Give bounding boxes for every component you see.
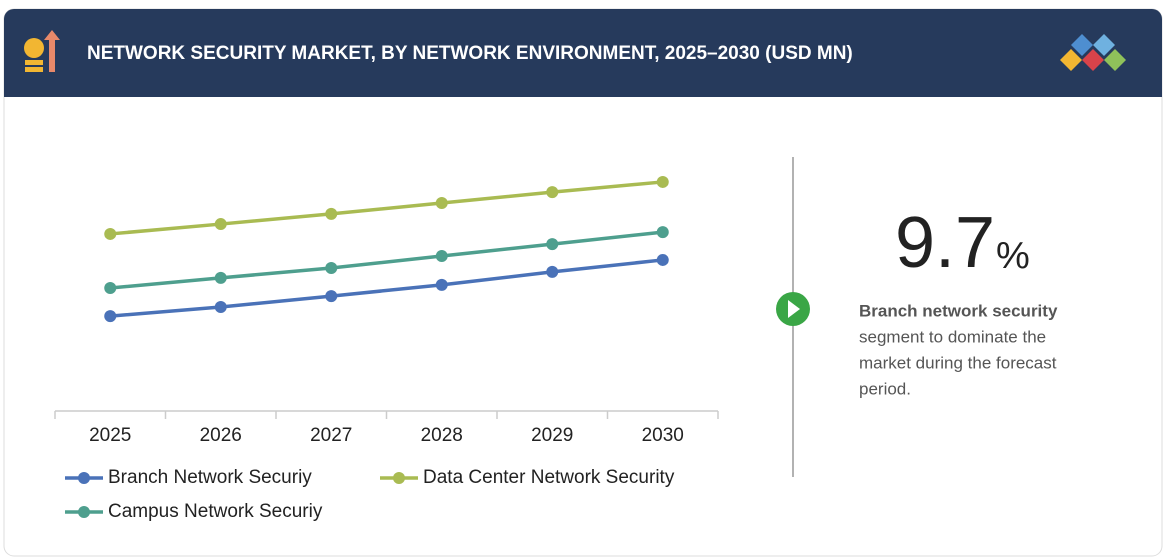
point [325, 207, 338, 220]
x-tick-label: 2026 [200, 425, 242, 446]
legend-marker [78, 472, 90, 484]
series-line [110, 180, 663, 236]
header-bar [4, 9, 1162, 97]
point [435, 278, 448, 291]
highlight-text: segment to dominate the [859, 327, 1046, 346]
legend-marker [393, 472, 405, 484]
x-tick-label: 2029 [531, 425, 573, 446]
series-line [110, 258, 663, 318]
point [546, 238, 559, 251]
x-tick-label: 2030 [642, 425, 684, 446]
header-icon [24, 30, 60, 72]
point [104, 282, 117, 295]
point [656, 253, 669, 266]
series-line [110, 230, 663, 290]
point [546, 265, 559, 278]
highlight-text: Branch network security [859, 301, 1058, 320]
point [104, 227, 117, 240]
point [214, 271, 227, 284]
point [435, 197, 448, 209]
play-arrow [788, 300, 800, 318]
point [104, 310, 117, 323]
legend-label: Campus Network Securiy [108, 501, 323, 522]
legend-label: Branch Network Securiy [108, 467, 312, 488]
highlight-value: 9.7 [895, 203, 995, 283]
point [656, 175, 669, 188]
point [546, 186, 559, 199]
point [435, 250, 448, 263]
legend-marker [78, 506, 90, 518]
point [325, 262, 338, 274]
x-tick-label: 2027 [310, 425, 352, 446]
point [325, 290, 338, 303]
point [214, 301, 227, 313]
x-tick-label: 2028 [421, 425, 463, 446]
chart-title: NETWORK SECURITY MARKET, BY NETWORK ENVI… [87, 43, 853, 64]
legend-label: Data Center Network Security [423, 467, 675, 488]
x-tick-label: 2025 [89, 425, 131, 446]
point [214, 218, 227, 231]
point [656, 226, 669, 239]
highlight-text: market during the forecast [859, 353, 1057, 372]
highlight-text: period. [859, 379, 911, 398]
highlight-unit: % [996, 235, 1030, 277]
header-logo [1060, 34, 1126, 71]
